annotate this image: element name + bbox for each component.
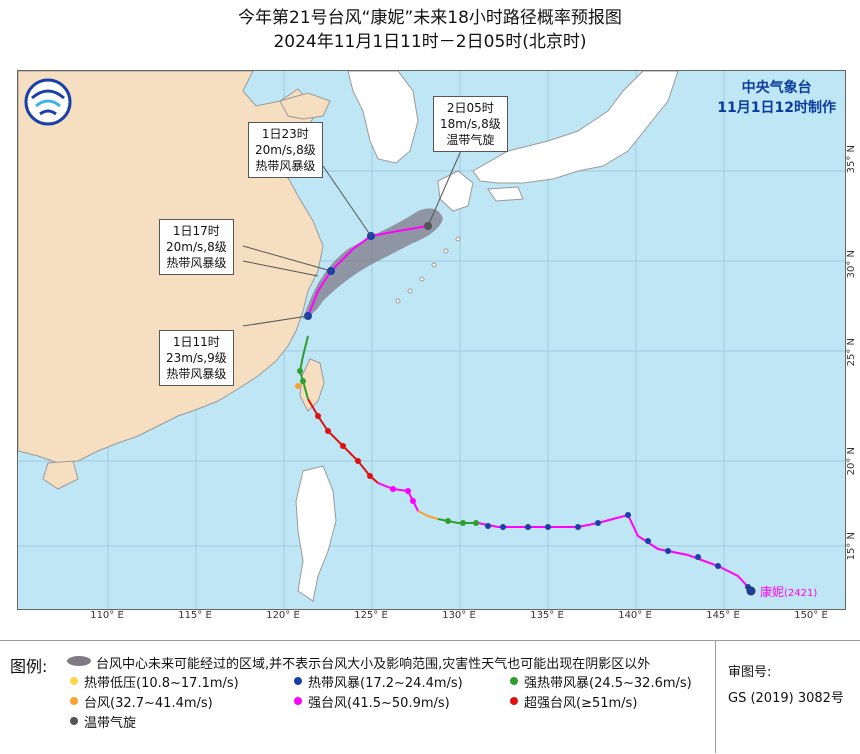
callout-wind: 20m/s,8级 [166,240,227,254]
callout-wind: 18m/s,8级 [440,117,501,131]
forecast-track [307,225,429,317]
callout-1d11: 1日11时 23m/s,9级 热带风暴级 [159,330,234,386]
map-canvas [17,70,845,609]
callout-wind: 20m/s,8级 [255,143,316,157]
ryukyu-islands [395,236,461,304]
lon-tick: 135° E [530,610,564,621]
callout-time: 1日17时 [172,224,220,238]
callout-1d23: 1日23时 20m/s,8级 热带风暴级 [248,122,323,178]
lon-tick: 140° E [618,610,652,621]
lon-tick: 120° E [266,610,300,621]
lon-tick: 115° E [178,610,212,621]
legend-swatch-sts [510,677,518,685]
callout-category: 温带气旋 [446,133,495,147]
longitude-ticks: 110° E 115° E 120° E 125° E 130° E 135° … [0,610,860,626]
cone-swatch-icon [67,656,91,666]
historical-track-green [437,518,478,524]
track-start-point [746,586,756,596]
historical-track-magenta-2 [477,513,749,588]
approval-number: GS (2019) 3082号 [728,691,844,706]
lon-tick: 125° E [354,610,388,621]
callout-time: 1日11时 [172,335,220,349]
approval-label: 审图号: [728,665,772,680]
legend-title: 图例: [10,657,48,676]
legend-item-sty: 强台风(41.5~50.9m/s) [308,696,450,711]
philippines-luzon [295,465,337,602]
callout-leaders [242,145,464,327]
cma-logo [24,78,72,126]
lat-tick: 15° N [846,532,857,561]
legend-item-ts: 热带风暴(17.2~24.4m/s) [308,676,463,691]
map-title: 今年第21号台风“康妮”未来18小时路径概率预报图 2024年11月1日11时－… [0,6,860,54]
callout-2d05: 2日05时 18m/s,8级 温带气旋 [433,96,508,152]
issued-time: 11月1日12时制作 [717,100,836,116]
lat-tick: 30° N [846,250,857,279]
legend-swatch-superty [510,697,518,705]
legend-swatch-ts [294,677,302,685]
japan-shikoku [487,186,524,202]
historical-track-points-red [315,413,373,479]
legend-swatch-etc [70,717,78,725]
typhoon-code: (2421) [784,588,818,599]
korean-peninsula [347,70,419,164]
lon-tick: 145° E [706,610,740,621]
legend-divider [715,640,716,753]
historical-track-points-green [445,518,479,526]
callout-time: 1日23时 [261,127,309,141]
legend-panel: 图例: 台风中心未来可能经过的区域,并不表示台风大小及影响范围,灾害性天气也可能… [0,640,860,754]
legend-item-sts: 强热带风暴(24.5~32.6m/s) [524,676,692,691]
typhoon-label: 康妮(2421) [760,583,817,600]
legend-item-superty: 超强台风(≥51m/s) [524,696,638,711]
legend-swatch-ty [70,697,78,705]
legend-cone-text: 台风中心未来可能经过的区域,并不表示台风大小及影响范围,灾害性天气也可能出现在阴… [96,657,651,672]
legend-item-td: 热带低压(10.8~17.1m/s) [84,676,239,691]
typhoon-name: 康妮 [760,585,785,599]
legend-item-ty: 台风(32.7~41.4m/s) [84,696,213,711]
callout-category: 热带风暴级 [166,256,227,270]
callout-time: 2日05时 [446,101,494,115]
approval-block: 审图号: GS (2019) 3082号 [728,660,844,712]
title-line-1: 今年第21号台风“康妮”未来18小时路径概率预报图 [238,8,622,28]
agency-name: 中央气象台 [741,80,812,96]
legend-item-etc: 温带气旋 [84,716,137,731]
legend-swatch-sty [294,697,302,705]
callout-category: 热带风暴级 [255,159,316,173]
lat-tick: 20° N [846,447,857,476]
shandong-peninsula [279,92,331,120]
lat-tick: 35° N [846,145,857,174]
historical-track-points-blue [485,512,751,590]
lat-tick: 25° N [846,338,857,367]
historical-track-points-magenta [390,486,416,504]
lon-tick: 130° E [442,610,476,621]
hainan-island [42,460,79,490]
lon-tick: 110° E [90,610,124,621]
callout-category: 热带风暴级 [166,367,227,381]
legend-swatch-td [70,677,78,685]
callout-wind: 23m/s,9级 [166,351,227,365]
title-line-2: 2024年11月1日11时－2日05时(北京时) [273,32,587,52]
callout-1d17: 1日17时 20m/s,8级 热带风暴级 [159,219,234,275]
agency-block: 中央气象台 11月1日12时制作 [717,78,836,118]
taiwan-area-points [297,368,306,384]
lon-tick: 150° E [794,610,828,621]
taiwan-orange-point [295,383,301,389]
japan-honshu [472,70,679,184]
map-area [17,70,846,610]
forecast-probability-cone [303,208,443,319]
historical-track-orange [417,510,439,520]
